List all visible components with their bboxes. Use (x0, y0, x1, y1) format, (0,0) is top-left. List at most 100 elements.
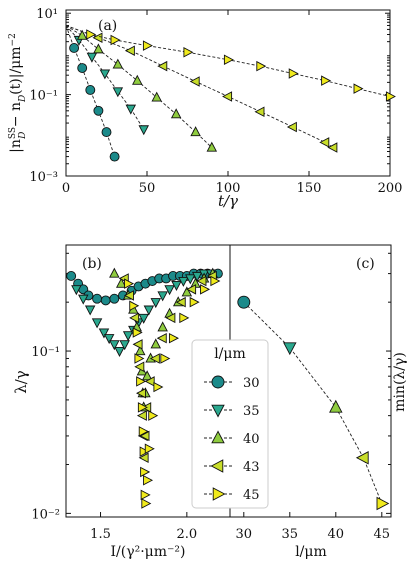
tick-label: 45 (374, 527, 391, 542)
point-45 (179, 312, 190, 324)
panel-a-label: (a) (98, 18, 117, 34)
point-40 (93, 43, 104, 54)
point-45 (136, 376, 147, 387)
point-30 (85, 85, 96, 95)
point-30 (101, 127, 112, 138)
tick-label: 40 (328, 527, 345, 542)
legend-label-40: 40 (243, 432, 260, 447)
legend-marker-45 (212, 487, 226, 501)
point-45 (140, 466, 151, 478)
point-43 (254, 106, 265, 117)
point-43 (157, 60, 168, 72)
point-43 (222, 91, 233, 102)
point-45 (139, 446, 150, 457)
point-45 (148, 410, 159, 421)
point-45 (321, 75, 332, 86)
point-43 (286, 121, 297, 133)
point-40 (151, 91, 162, 102)
point-35 (99, 69, 111, 80)
point-35 (157, 291, 168, 302)
point-43 (149, 353, 160, 364)
point-45 (210, 275, 221, 287)
point-35 (109, 340, 120, 351)
point-35 (86, 52, 98, 63)
point-45 (168, 332, 179, 344)
point-30 (77, 63, 88, 73)
point-35 (119, 340, 130, 351)
panel-b-series (66, 267, 223, 509)
panel-c-xlabel: l/μm (295, 544, 327, 560)
legend-title: l/μm (214, 346, 246, 362)
point-45 (110, 34, 121, 46)
point-43 (136, 410, 147, 421)
min-point-35 (283, 342, 297, 356)
point-43 (165, 312, 176, 324)
point-35 (178, 276, 189, 287)
point-40 (112, 58, 124, 69)
legend-marker-43 (210, 459, 224, 473)
panel-c-series (237, 295, 390, 511)
point-45 (140, 489, 151, 501)
point-43 (327, 142, 338, 153)
point-43 (186, 284, 197, 295)
legend-marker-30 (211, 375, 225, 389)
point-35 (164, 285, 175, 296)
point-30 (66, 271, 77, 281)
point-45 (137, 402, 148, 413)
point-40 (181, 286, 193, 297)
panel-b-ticks: 1.5 2.0 10⁻¹ 10⁻² (31, 252, 197, 542)
panel-a-frame (65, 9, 391, 177)
point-40 (141, 370, 153, 381)
point-35 (191, 271, 203, 282)
panel-a-ylabel: |nSSD − nD(t)|/μm−2 (8, 33, 28, 153)
point-40 (115, 277, 127, 288)
tick-label: 1.5 (90, 527, 111, 542)
point-43 (189, 76, 200, 87)
min-point-30 (237, 295, 251, 309)
point-30 (109, 293, 120, 304)
point-35 (112, 87, 124, 98)
point-45 (129, 300, 140, 312)
panel-c: (c) 30 35 40 45 l/μm min(λ/γ) (229, 244, 408, 560)
point-45 (385, 91, 396, 102)
point-35 (78, 294, 89, 305)
panel-a-ticks: 0 50 100 150 200 10¹ 10⁻¹ 10⁻³ (29, 7, 402, 196)
legend-box (191, 339, 269, 509)
point-45 (124, 278, 135, 289)
panel-c-label: (c) (356, 256, 375, 272)
point-35 (138, 125, 150, 136)
point-43 (136, 387, 147, 399)
point-35 (103, 334, 115, 345)
min-point-40 (329, 399, 343, 413)
legend-label-43: 43 (243, 460, 260, 475)
point-43 (319, 137, 330, 148)
point-35 (114, 346, 125, 357)
tick-label: 10⁻³ (29, 170, 58, 185)
point-35 (125, 104, 137, 115)
tick-label: 200 (378, 181, 403, 196)
legend-label-45: 45 (243, 488, 260, 503)
point-35 (71, 285, 82, 296)
panel-a-xlabel: t/γ (218, 192, 238, 210)
point-45 (138, 426, 149, 437)
point-43 (138, 452, 149, 464)
point-45 (153, 381, 164, 393)
point-35 (138, 313, 149, 324)
point-45 (223, 54, 234, 65)
point-43 (144, 376, 155, 387)
tick-label: 100 (216, 181, 241, 196)
tick-label: 10⁻¹ (31, 345, 60, 360)
point-45 (353, 83, 364, 94)
svg-text:|nSSD − nD(t)|/μm−2: |nSSD − nD(t)|/μm−2 (8, 33, 28, 153)
point-35 (98, 328, 110, 339)
point-45 (141, 498, 152, 509)
point-45 (256, 60, 267, 72)
panel-b: (b) 1.5 2.0 10⁻¹ 10⁻² I/(γ²·μm⁻²) λ/γ (12, 244, 231, 560)
point-40 (170, 108, 182, 119)
point-30 (100, 295, 111, 306)
point-30 (109, 151, 120, 162)
point-43 (139, 430, 150, 442)
point-35 (122, 331, 134, 342)
legend: l/μm 30 35 40 43 45 (191, 339, 269, 509)
